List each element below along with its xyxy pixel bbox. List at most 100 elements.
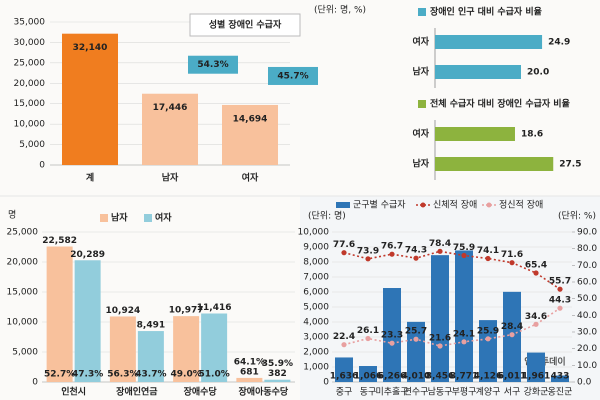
y-tick-label: 15,000 bbox=[7, 288, 39, 298]
value-label: 10,924 bbox=[106, 306, 141, 316]
title-marker bbox=[418, 8, 426, 16]
y2-tick-label: 40.0 bbox=[577, 311, 597, 321]
unit-label: (단위: %) bbox=[558, 211, 596, 222]
y2-tick-label: 30.0 bbox=[577, 328, 597, 338]
value-label: 27.5 bbox=[559, 160, 581, 170]
line bbox=[343, 250, 561, 290]
share-label: 43.7% bbox=[135, 370, 166, 380]
y-tick-label: 10,000 bbox=[14, 120, 46, 130]
line-marker bbox=[557, 305, 563, 311]
value-label: 77.6 bbox=[333, 240, 355, 250]
value-label: 25.9 bbox=[477, 326, 499, 336]
bar bbox=[335, 357, 353, 382]
share-label: 64.1% bbox=[234, 357, 265, 367]
y-tick-label: 여자 bbox=[412, 36, 429, 48]
line-marker bbox=[533, 321, 539, 327]
value-label: 681 bbox=[240, 367, 259, 377]
value-label: 23.3 bbox=[381, 331, 403, 341]
y-tick-label: 10,000 bbox=[7, 318, 39, 328]
bar bbox=[407, 321, 425, 382]
legend-label: 군구별 수급자 bbox=[353, 200, 406, 211]
value-label: 1,636 bbox=[330, 372, 358, 382]
line-marker bbox=[365, 256, 371, 262]
y2-tick-label: 10.0 bbox=[577, 361, 597, 371]
line-marker bbox=[389, 340, 395, 346]
bar bbox=[137, 331, 164, 382]
y2-tick-label: 0.0 bbox=[577, 378, 592, 388]
y-tick-label: 1,000 bbox=[303, 363, 329, 373]
bar bbox=[173, 316, 200, 382]
value-label: 34.6 bbox=[525, 312, 547, 322]
bar bbox=[455, 250, 473, 382]
line-marker bbox=[413, 336, 419, 342]
value-label: 18.6 bbox=[521, 130, 543, 140]
legend-marker bbox=[420, 202, 426, 208]
bar bbox=[383, 288, 401, 382]
line-marker bbox=[533, 270, 539, 276]
line-marker bbox=[341, 250, 347, 256]
value-label: 73.9 bbox=[357, 246, 379, 256]
line-marker bbox=[341, 342, 347, 348]
value-label: 22,582 bbox=[42, 236, 77, 246]
y-tick-label: 남자 bbox=[412, 66, 429, 78]
x-tick-label: 연수구 bbox=[404, 387, 429, 398]
x-tick-label: 여자 bbox=[242, 172, 259, 184]
legend-label: 여자 bbox=[155, 212, 172, 224]
bar bbox=[435, 65, 521, 79]
share-label: 49.0% bbox=[171, 370, 202, 380]
y-tick-label: 0 bbox=[39, 161, 45, 171]
bar bbox=[142, 93, 198, 165]
y2-tick-label: 60.0 bbox=[577, 278, 597, 288]
bar bbox=[46, 246, 73, 382]
y-tick-label: 5,000 bbox=[19, 140, 45, 150]
legend-marker bbox=[486, 202, 492, 208]
y-tick-label: 6,000 bbox=[303, 288, 329, 298]
value-label: 65.4 bbox=[525, 261, 547, 271]
legend-swatch bbox=[336, 202, 350, 208]
share-label: 54.3% bbox=[197, 60, 228, 70]
value-label: 20.0 bbox=[527, 68, 549, 78]
share-label: 47.3% bbox=[72, 370, 103, 380]
value-label: 8,456 bbox=[426, 372, 454, 382]
unit-label: (단위: 명, %) bbox=[314, 5, 366, 16]
bar bbox=[109, 316, 136, 382]
line-marker bbox=[461, 252, 467, 259]
bar bbox=[62, 33, 118, 165]
bar bbox=[264, 379, 291, 382]
y-tick-label: 20,000 bbox=[14, 79, 46, 89]
value-label: 78.4 bbox=[429, 239, 451, 249]
y-tick-label: 남자 bbox=[412, 158, 429, 170]
bar bbox=[435, 157, 554, 171]
value-label: 1,961 bbox=[522, 372, 550, 382]
line-marker bbox=[437, 248, 443, 254]
line-marker bbox=[413, 255, 419, 261]
value-label: 17,446 bbox=[153, 103, 188, 113]
title-marker bbox=[418, 100, 426, 108]
value-label: 71.6 bbox=[501, 250, 523, 260]
value-label: 24.1 bbox=[453, 329, 475, 339]
x-tick-label: 강화군 bbox=[524, 387, 549, 398]
y-tick-label: 5,000 bbox=[303, 303, 329, 313]
bar bbox=[527, 352, 545, 382]
unit-label: (단위: 명) bbox=[308, 211, 346, 222]
bar bbox=[201, 313, 228, 382]
share-label: 35.9% bbox=[262, 359, 293, 369]
x-tick-label: 장애인연금 bbox=[116, 386, 158, 398]
y2-tick-label: 90.0 bbox=[577, 228, 597, 238]
x-tick-label: 동구 bbox=[360, 387, 377, 398]
line-marker bbox=[485, 336, 491, 342]
line-marker bbox=[509, 332, 515, 338]
line-marker bbox=[461, 339, 467, 345]
bar bbox=[435, 35, 543, 49]
value-label: 4,126 bbox=[474, 372, 502, 382]
value-label: 21.6 bbox=[429, 334, 451, 344]
value-label: 25.7 bbox=[405, 327, 427, 337]
chart-title: 성별 장애인 수급자 bbox=[209, 19, 282, 31]
value-label: 382 bbox=[268, 369, 287, 379]
y2-tick-label: 20.0 bbox=[577, 344, 597, 354]
x-tick-label: 서구 bbox=[504, 387, 521, 398]
y-tick-label: 30,000 bbox=[14, 38, 46, 48]
bar bbox=[74, 260, 101, 382]
y-tick-label: 8,000 bbox=[303, 258, 329, 268]
